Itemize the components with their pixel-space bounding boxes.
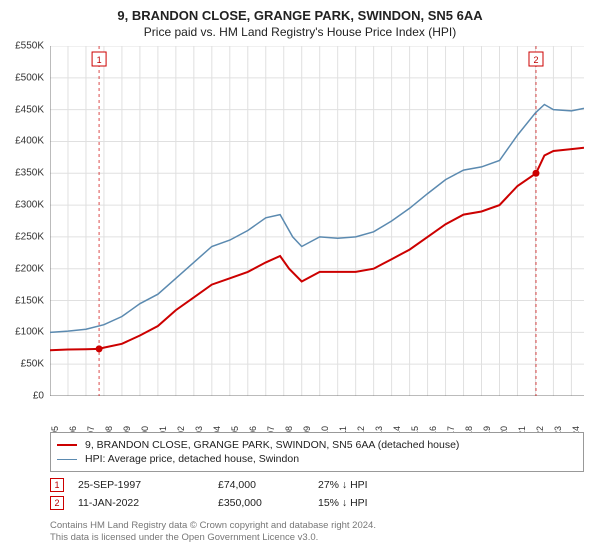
legend-label: 9, BRANDON CLOSE, GRANGE PARK, SWINDON, …	[85, 439, 459, 451]
legend-swatch	[57, 444, 77, 446]
y-tick-label: £150K	[15, 295, 44, 306]
title-area: 9, BRANDON CLOSE, GRANGE PARK, SWINDON, …	[0, 0, 600, 41]
y-axis: £0£50K£100K£150K£200K£250K£300K£350K£400…	[0, 46, 48, 396]
legend-swatch	[57, 459, 77, 460]
marker-row: 1 25-SEP-1997£74,00027% ↓ HPI	[50, 478, 584, 492]
marker-row: 2 11-JAN-2022£350,00015% ↓ HPI	[50, 496, 584, 510]
chart-subtitle: Price paid vs. HM Land Registry's House …	[0, 25, 600, 39]
y-tick-label: £0	[33, 391, 44, 402]
chart-container: 9, BRANDON CLOSE, GRANGE PARK, SWINDON, …	[0, 0, 600, 560]
y-tick-label: £100K	[15, 327, 44, 338]
marker-change: 15% ↓ HPI	[318, 497, 438, 509]
plot-area: 12	[50, 46, 584, 396]
y-tick-label: £400K	[15, 136, 44, 147]
svg-text:1: 1	[97, 55, 102, 65]
marker-price: £350,000	[218, 497, 318, 509]
marker-price: £74,000	[218, 479, 318, 491]
y-tick-label: £300K	[15, 200, 44, 211]
marker-table: 1 25-SEP-1997£74,00027% ↓ HPI 2 11-JAN-2022…	[50, 474, 584, 514]
marker-date: 25-SEP-1997	[78, 479, 218, 491]
y-tick-label: £50K	[21, 359, 44, 370]
marker-index-box: 2	[50, 496, 64, 510]
chart-title: 9, BRANDON CLOSE, GRANGE PARK, SWINDON, …	[0, 8, 600, 23]
footer-line1: Contains HM Land Registry data © Crown c…	[50, 520, 584, 532]
marker-change: 27% ↓ HPI	[318, 479, 438, 491]
y-tick-label: £500K	[15, 72, 44, 83]
y-tick-label: £550K	[15, 41, 44, 52]
y-tick-label: £250K	[15, 231, 44, 242]
chart-svg: 12	[50, 46, 584, 396]
marker-date: 11-JAN-2022	[78, 497, 218, 509]
legend: 9, BRANDON CLOSE, GRANGE PARK, SWINDON, …	[50, 432, 584, 472]
x-axis: 1995199619971998199920002001200220032004…	[50, 398, 584, 428]
y-tick-label: £350K	[15, 168, 44, 179]
marker-index-box: 1	[50, 478, 64, 492]
footer: Contains HM Land Registry data © Crown c…	[50, 520, 584, 545]
footer-line2: This data is licensed under the Open Gov…	[50, 532, 584, 544]
legend-label: HPI: Average price, detached house, Swin…	[85, 453, 299, 465]
legend-item: HPI: Average price, detached house, Swin…	[57, 453, 577, 465]
legend-item: 9, BRANDON CLOSE, GRANGE PARK, SWINDON, …	[57, 439, 577, 451]
svg-text:2: 2	[533, 55, 538, 65]
y-tick-label: £200K	[15, 263, 44, 274]
y-tick-label: £450K	[15, 104, 44, 115]
